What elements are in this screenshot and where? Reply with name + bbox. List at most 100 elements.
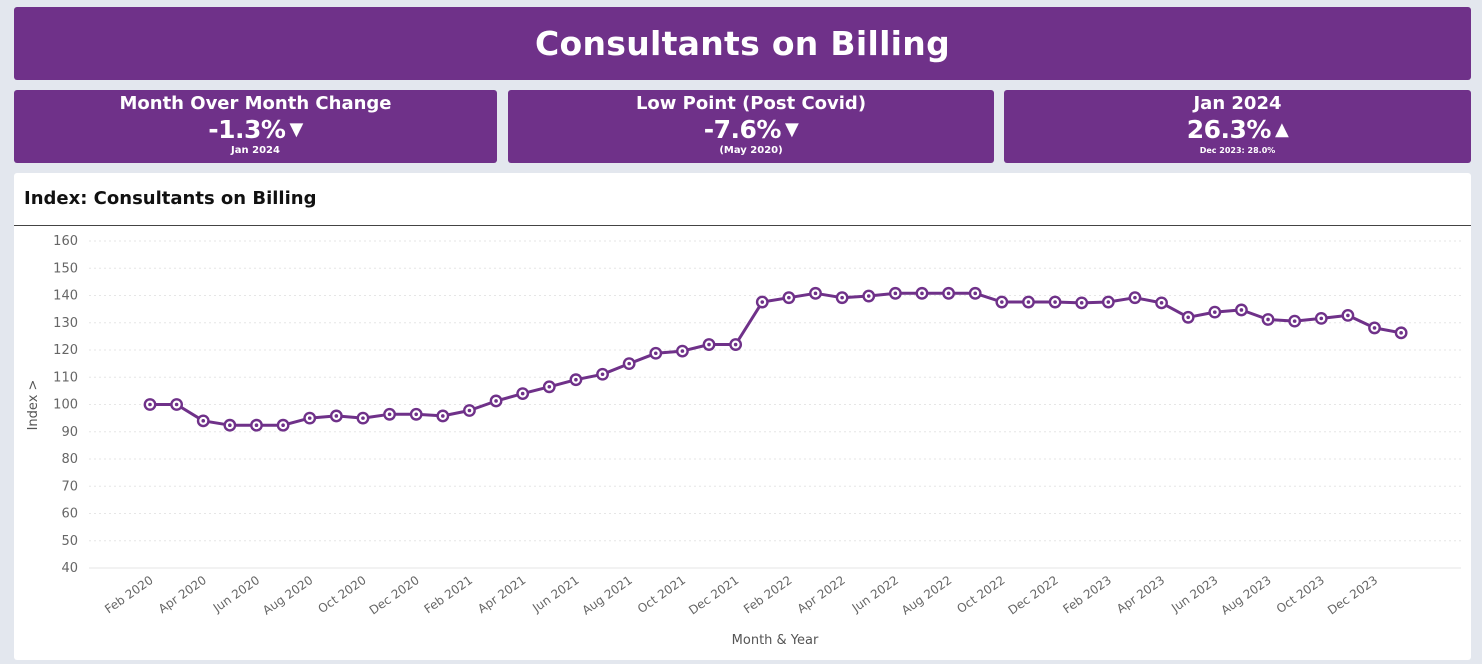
kpi-subtitle: Jan 2024	[231, 145, 280, 156]
data-point[interactable]	[516, 387, 530, 401]
data-point[interactable]	[1235, 303, 1248, 317]
data-point[interactable]	[835, 291, 849, 305]
kpi-value-row: -1.3% ▼	[14, 115, 497, 145]
line-chart[interactable]: 40 50 60 70 80 90 100 110 120 130 140 150 160 Feb 20…	[14, 173, 1471, 660]
data-point[interactable]	[1155, 296, 1168, 310]
y-tick-label: 90	[61, 425, 78, 440]
y-tick-label: 130	[53, 316, 78, 331]
kpi-card-mom-change: Month Over Month Change -1.3% ▼ Jan 2024	[14, 90, 497, 163]
data-point[interactable]	[223, 418, 237, 432]
kpi-value-row: -7.6% ▼	[508, 115, 994, 145]
data-point[interactable]	[196, 414, 210, 428]
data-point[interactable]	[303, 411, 317, 425]
data-point[interactable]	[1128, 291, 1142, 305]
x-tick-label: Feb 2023	[1060, 573, 1114, 616]
chart-panel: Index: Consultants on Billing 40 50 60 70 80…	[14, 173, 1471, 660]
x-axis-label: Month & Year	[732, 633, 819, 648]
y-tick-label: 120	[53, 343, 78, 358]
data-point[interactable]	[569, 373, 583, 387]
title-divider	[14, 225, 1471, 226]
data-point[interactable]	[809, 286, 822, 300]
data-point[interactable]	[622, 357, 636, 371]
x-tick-label: Aug 2022	[899, 573, 954, 618]
kpi-card-low-point: Low Point (Post Covid) -7.6% ▼ (May 2020)	[508, 90, 994, 163]
kpi-title: Low Point (Post Covid)	[635, 93, 867, 114]
data-point[interactable]	[1181, 310, 1195, 324]
data-point[interactable]	[1288, 314, 1302, 328]
kpi-value: 26.3%	[1186, 115, 1272, 144]
data-point[interactable]	[1101, 295, 1115, 309]
x-tick-label: Feb 2021	[422, 573, 476, 616]
data-point[interactable]	[1314, 311, 1328, 325]
data-point[interactable]	[862, 289, 876, 303]
data-point[interactable]	[143, 398, 157, 411]
data-point[interactable]	[1048, 295, 1062, 309]
x-tick-label: Jun 2021	[529, 573, 581, 616]
x-tick-label: Feb 2020	[102, 573, 156, 616]
data-point[interactable]	[968, 286, 982, 300]
y-tick-label: 100	[53, 398, 78, 413]
x-tick-label: Oct 2023	[1274, 573, 1327, 616]
data-point[interactable]	[915, 286, 929, 300]
kpi-value: -7.6%	[703, 115, 782, 144]
data-point[interactable]	[888, 286, 902, 300]
kpi-subtitle: Dec 2023: 28.0%	[1199, 146, 1276, 155]
y-tick-label: 150	[53, 261, 78, 276]
x-tick-label: Aug 2023	[1218, 573, 1273, 618]
data-point[interactable]	[489, 394, 503, 408]
y-tick-label: 110	[53, 370, 78, 385]
data-point[interactable]	[463, 404, 476, 417]
x-tick-label: Jun 2023	[1168, 573, 1220, 616]
data-point[interactable]	[596, 367, 609, 381]
up-arrow-icon: ▲	[1274, 119, 1289, 140]
y-axis-label: Index >	[26, 380, 41, 431]
y-tick-label: 50	[61, 534, 78, 549]
data-point[interactable]	[1394, 326, 1408, 340]
data-point[interactable]	[542, 380, 556, 394]
data-point[interactable]	[1341, 308, 1355, 322]
data-points	[143, 286, 1408, 432]
data-point[interactable]	[276, 418, 290, 432]
data-point[interactable]	[409, 407, 423, 421]
x-tick-label: Jun 2020	[210, 573, 262, 616]
data-point[interactable]	[436, 409, 450, 423]
data-point[interactable]	[702, 338, 716, 351]
data-point[interactable]	[383, 407, 396, 421]
y-tick-label: 140	[53, 289, 78, 304]
data-point[interactable]	[1261, 313, 1275, 326]
data-point[interactable]	[1022, 295, 1035, 309]
data-point[interactable]	[676, 344, 689, 358]
kpi-value-row: 26.3% ▲	[1004, 115, 1471, 145]
data-point[interactable]	[755, 295, 769, 309]
data-point[interactable]	[1075, 296, 1089, 310]
down-arrow-icon: ▼	[784, 119, 799, 140]
kpi-subtitle: (May 2020)	[719, 145, 783, 156]
data-point[interactable]	[995, 295, 1009, 309]
data-point[interactable]	[649, 346, 663, 360]
y-tick-label: 70	[61, 479, 78, 494]
down-arrow-icon: ▼	[289, 119, 303, 140]
x-tick-label: Aug 2021	[580, 573, 635, 618]
data-point[interactable]	[782, 291, 796, 305]
x-tick-label: Dec 2021	[686, 573, 741, 617]
data-point[interactable]	[729, 338, 743, 351]
data-point[interactable]	[356, 411, 370, 425]
dashboard-title: Consultants on Billing	[14, 7, 1471, 80]
data-point[interactable]	[942, 286, 955, 300]
kpi-card-current-month: Jan 2024 26.3% ▲ Dec 2023: 28.0%	[1004, 90, 1471, 163]
data-point[interactable]	[1368, 321, 1381, 335]
x-tick-label: Dec 2023	[1325, 573, 1380, 617]
y-tick-label: 40	[61, 561, 78, 576]
data-point[interactable]	[1208, 305, 1222, 319]
x-tick-label: Aug 2020	[260, 573, 315, 618]
data-point[interactable]	[329, 409, 343, 423]
data-point[interactable]	[170, 398, 184, 411]
kpi-value: -1.3%	[208, 115, 286, 144]
kpi-title: Month Over Month Change	[119, 93, 392, 114]
data-point[interactable]	[250, 418, 263, 432]
gridlines	[89, 240, 1461, 569]
kpi-title: Jan 2024	[1193, 93, 1282, 114]
x-tick-label: Jun 2022	[849, 573, 901, 616]
x-tick-label: Oct 2022	[954, 573, 1007, 616]
